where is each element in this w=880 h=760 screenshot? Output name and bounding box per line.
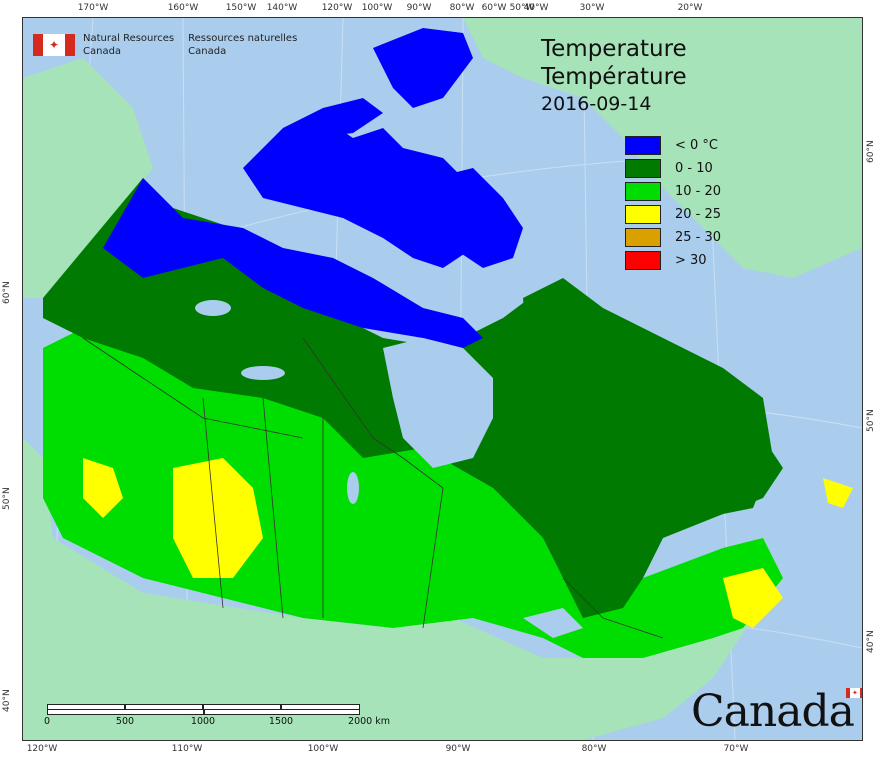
graticule-label-top: 100°W [361,3,393,13]
legend-item: 10 - 20 [625,180,721,203]
scale-tick: 2000 km [348,716,390,727]
graticule-label-right: 60°N [866,140,876,163]
nrcan-name-en: Natural Resources Canada [83,32,174,58]
title-en: Temperature [541,36,687,62]
map-canvas[interactable]: ✦ Natural Resources Canada Ressources na… [22,17,863,741]
hudson-bay [383,338,493,468]
title-fr: Température [541,64,687,90]
zone-20-25 [173,458,263,578]
nrcan-header: ✦ Natural Resources Canada Ressources na… [33,32,311,58]
legend-swatch [625,159,661,178]
graticule-label-left: 50°N [2,487,12,510]
scale-tick: 1000 [190,716,216,727]
org-en-line2: Canada [83,46,122,57]
scale-segment [47,709,204,715]
zone-20-25 [723,568,783,628]
graticule-label-top: 40°W [523,3,549,13]
legend-swatch [625,182,661,201]
graticule-label-top: 160°W [167,3,199,13]
graticule-label-left: 60°N [2,281,12,304]
scale-bar: 0 500 1000 1500 2000 km [43,704,390,728]
graticule-label-top: 20°W [677,3,703,13]
quebec-labrador [523,278,773,538]
legend-item: 0 - 10 [625,157,721,180]
ellesmere-island [373,28,473,108]
graticule-label-top: 80°W [449,3,475,13]
graticule-label-bottom: 80°W [581,744,607,754]
wordmark-text: Canada [691,686,855,737]
legend-label: < 0 °C [675,138,719,153]
graticule-label-right: 40°N [866,630,876,653]
scale-ticks: 0 500 1000 1500 2000 km [43,714,390,728]
legend-swatch [625,251,661,270]
scale-tick: 500 [115,716,135,727]
map-date: 2016-09-14 [541,93,652,115]
graticule-label-bottom: 90°W [445,744,471,754]
iceland [783,28,853,98]
legend: < 0 °C 0 - 10 10 - 20 20 - 25 25 - 30 > … [625,134,721,272]
legend-label: > 30 [675,253,707,268]
provincial-borders [82,337,664,639]
legend-label: 0 - 10 [675,161,713,176]
legend-item: 25 - 30 [625,226,721,249]
legend-label: 20 - 25 [675,207,722,222]
graticule-label-top: 170°W [77,3,109,13]
great-lakes [523,608,583,638]
arctic-islands-north [283,98,383,138]
nrcan-name-fr: Ressources naturelles Canada [188,32,297,58]
legend-item: > 30 [625,249,721,272]
graticule-label-bottom: 70°W [723,744,749,754]
scale-bar-segments [47,704,360,715]
graticule-label-top: 60°W [481,3,507,13]
great-bear-lake [195,300,231,316]
scale-segment [204,709,360,715]
graticule-label-bottom: 110°W [171,744,203,754]
legend-swatch [625,228,661,247]
scale-tick: 0 [43,716,51,727]
legend-item: 20 - 25 [625,203,721,226]
zone-below-0 [103,178,483,348]
usa [23,438,753,740]
graticule-label-left: 40°N [2,689,12,712]
legend-label: 10 - 20 [675,184,722,199]
map-title: Temperature Température 2016-09-14 [541,35,687,117]
legend-label: 25 - 30 [675,230,722,245]
zone-20-25 [83,458,123,518]
org-fr-line1: Ressources naturelles [188,33,298,44]
graticule-label-top: 140°W [266,3,298,13]
graticule-label-top: 120°W [321,3,353,13]
graticule-label-bottom: 120°W [26,744,58,754]
alaska [23,58,153,298]
legend-swatch [625,205,661,224]
wordmark-flag-icon: ✦ [845,688,862,698]
graticule-label-right: 50°N [866,409,876,432]
zone-20-25 [823,478,853,508]
temperature-map [23,18,862,740]
canada-flag-icon: ✦ [33,34,75,56]
graticule-label-top: 50°W [509,3,535,13]
canada-wordmark: Canada ✦ [691,686,862,737]
greenland [463,18,862,278]
org-fr-line2: Canada [188,46,227,57]
graticule-label-top: 30°W [579,3,605,13]
scale-tick: 1500 [268,716,294,727]
baffin-island [433,168,523,268]
arctic-islands [243,118,493,268]
org-en-line1: Natural Resources [83,33,175,44]
lake-winnipeg [347,472,359,504]
legend-swatch [625,136,661,155]
legend-item: < 0 °C [625,134,721,157]
graticule-label-top: 90°W [406,3,432,13]
great-slave-lake [241,366,285,380]
graticule-label-top: 150°W [225,3,257,13]
graticule-label-bottom: 100°W [307,744,339,754]
